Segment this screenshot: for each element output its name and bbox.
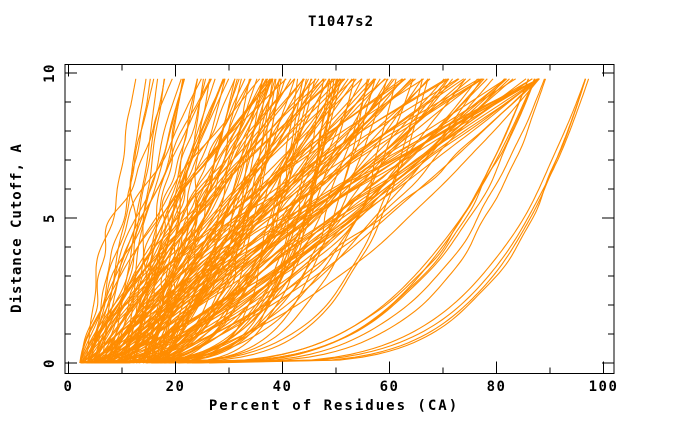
model-curve — [93, 78, 307, 364]
y-tick-label-5: 5 — [42, 213, 58, 223]
model-curve — [157, 78, 251, 364]
model-curve — [146, 78, 540, 364]
model-curve — [139, 78, 226, 364]
y-tick-label-10: 10 — [42, 63, 58, 83]
model-curve — [163, 78, 547, 364]
model-curve — [108, 78, 505, 364]
x-axis-label: Percent of Residues (CA) — [208, 398, 460, 414]
model-curve — [117, 78, 325, 364]
model-curve — [93, 78, 277, 364]
model-curve — [186, 78, 546, 364]
model-curves — [79, 78, 590, 364]
model-curve — [97, 78, 507, 364]
chart-title: T1047s2 — [307, 14, 375, 30]
model-curve — [124, 78, 186, 364]
model-curve — [113, 78, 304, 364]
model-curve — [106, 78, 429, 364]
model-curve — [106, 78, 305, 364]
model-curve — [94, 78, 282, 364]
model-curve — [121, 78, 312, 364]
model-curve — [134, 78, 184, 364]
model-curve — [133, 78, 184, 364]
model-curve — [155, 78, 276, 364]
model-curve — [80, 78, 151, 364]
axes — [64, 64, 615, 374]
model-curve — [110, 78, 368, 364]
model-curve — [120, 78, 540, 364]
model-curve — [131, 78, 267, 364]
model-curve — [80, 78, 273, 364]
model-curve — [79, 78, 212, 364]
x-tick-label-20: 20 — [165, 379, 186, 395]
model-curve — [82, 78, 488, 364]
model-curve — [88, 78, 258, 364]
model-curve — [109, 78, 268, 364]
x-tick-label-40: 40 — [272, 379, 293, 395]
model-curve — [80, 78, 449, 364]
model-curve — [137, 78, 238, 364]
model-curve — [81, 78, 173, 364]
model-curve — [103, 78, 264, 364]
y-tick-label-0: 0 — [42, 358, 58, 368]
model-curve — [112, 78, 447, 364]
plot-border — [64, 64, 615, 374]
model-curve — [177, 78, 590, 364]
model-curve — [113, 78, 299, 364]
model-curve — [90, 78, 261, 364]
model-curve — [99, 78, 236, 364]
model-curve — [113, 78, 342, 364]
x-tick-label-60: 60 — [379, 379, 400, 395]
model-curve — [129, 78, 269, 364]
model-curve — [120, 78, 388, 364]
y-axis-label: Distance Cutoff, A — [9, 143, 25, 313]
x-tick-label-100: 100 — [588, 379, 619, 395]
model-curve — [86, 78, 424, 364]
model-curve — [122, 78, 225, 364]
model-curve — [90, 78, 338, 364]
model-curve — [151, 78, 529, 364]
x-tick-label-0: 0 — [63, 379, 74, 395]
model-curve — [193, 78, 586, 364]
model-curve — [84, 78, 137, 364]
model-curve — [102, 78, 331, 364]
model-curve — [95, 78, 274, 364]
model-curve — [102, 78, 316, 364]
model-curve — [153, 78, 536, 364]
model-curve — [102, 78, 376, 364]
model-curve — [83, 78, 334, 364]
model-curve — [96, 78, 325, 364]
model-curve — [95, 78, 182, 364]
model-curve — [105, 78, 310, 364]
model-curve — [85, 78, 273, 364]
x-tick-label-80: 80 — [486, 379, 507, 395]
model-curve — [79, 78, 202, 364]
model-curve — [106, 78, 355, 364]
model-curve — [99, 78, 397, 364]
model-curve — [152, 78, 252, 364]
model-curve — [160, 78, 483, 364]
model-curve — [193, 78, 587, 364]
model-curve — [168, 78, 535, 364]
